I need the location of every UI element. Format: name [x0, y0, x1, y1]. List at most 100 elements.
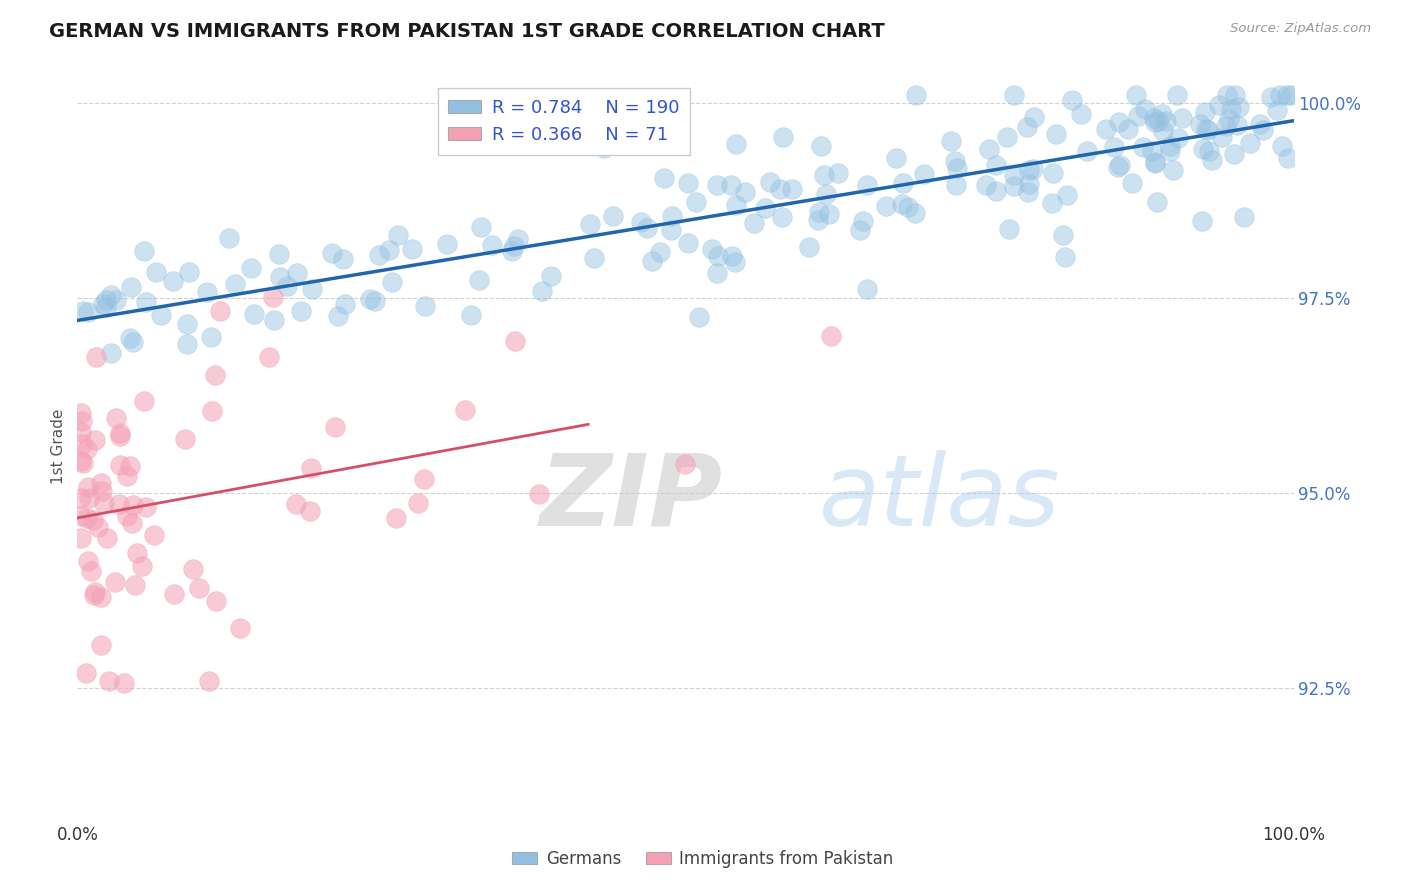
Point: [121, 516, 143, 530]
Text: Source: ZipAtlas.com: Source: ZipAtlas.com: [1230, 22, 1371, 36]
Point: [70, 414, 93, 428]
Point: [332, 252, 354, 267]
Point: [200, 330, 222, 344]
Point: [977, 142, 1000, 156]
Point: [134, 244, 156, 258]
Point: [1222, 147, 1244, 161]
Point: [1056, 188, 1078, 202]
Point: [91, 297, 114, 311]
Point: [1218, 112, 1240, 126]
Point: [1002, 87, 1025, 102]
Point: [1143, 156, 1166, 170]
Point: [1108, 114, 1130, 128]
Point: [529, 487, 551, 501]
Point: [1277, 151, 1299, 165]
Point: [467, 272, 489, 286]
Point: [82, 513, 104, 527]
Point: [1191, 142, 1213, 156]
Point: [108, 497, 131, 511]
Point: [1045, 127, 1067, 141]
Point: [72, 437, 94, 451]
Point: [384, 511, 406, 525]
Point: [176, 337, 198, 351]
Point: [1279, 87, 1302, 102]
Point: [83, 588, 105, 602]
Point: [218, 230, 240, 244]
Point: [1249, 117, 1271, 131]
Point: [174, 433, 197, 447]
Point: [1002, 178, 1025, 193]
Point: [1253, 122, 1275, 136]
Point: [269, 269, 291, 284]
Point: [856, 178, 879, 193]
Point: [224, 277, 246, 291]
Point: [1040, 196, 1063, 211]
Point: [807, 213, 830, 227]
Point: [93, 495, 115, 509]
Point: [754, 201, 776, 215]
Point: [1159, 138, 1181, 153]
Point: [1275, 87, 1298, 102]
Point: [104, 410, 127, 425]
Point: [72, 304, 94, 318]
Point: [368, 247, 391, 261]
Point: [1121, 176, 1143, 190]
Point: [205, 594, 228, 608]
Point: [76, 442, 98, 457]
Point: [108, 429, 131, 443]
Point: [90, 638, 112, 652]
Point: [75, 665, 97, 680]
Point: [720, 178, 742, 192]
Point: [197, 673, 219, 688]
Point: [121, 335, 143, 350]
Point: [460, 308, 482, 322]
Text: ZIP: ZIP: [540, 450, 723, 547]
Point: [76, 510, 98, 524]
Point: [1147, 114, 1170, 128]
Point: [1018, 163, 1040, 178]
Point: [676, 236, 699, 251]
Point: [1002, 168, 1025, 182]
Point: [1070, 107, 1092, 121]
Point: [725, 198, 748, 212]
Point: [1154, 114, 1177, 128]
Point: [131, 559, 153, 574]
Point: [503, 334, 526, 348]
Text: GERMAN VS IMMIGRANTS FROM PAKISTAN 1ST GRADE CORRELATION CHART: GERMAN VS IMMIGRANTS FROM PAKISTAN 1ST G…: [49, 22, 884, 41]
Point: [124, 578, 146, 592]
Point: [80, 564, 103, 578]
Point: [1126, 109, 1149, 123]
Point: [243, 307, 266, 321]
Point: [1159, 144, 1181, 158]
Point: [70, 454, 93, 468]
Point: [287, 266, 309, 280]
Point: [103, 574, 125, 589]
Point: [578, 217, 600, 231]
Point: [1076, 144, 1098, 158]
Point: [201, 404, 224, 418]
Point: [1150, 106, 1173, 120]
Point: [702, 242, 724, 256]
Point: [1144, 155, 1167, 169]
Point: [359, 292, 381, 306]
Point: [648, 244, 671, 259]
Point: [856, 282, 879, 296]
Point: [1223, 87, 1246, 102]
Point: [945, 178, 967, 192]
Point: [1260, 90, 1282, 104]
Point: [946, 161, 969, 175]
Point: [827, 166, 849, 180]
Point: [891, 176, 914, 190]
Point: [1142, 145, 1164, 159]
Point: [177, 265, 200, 279]
Point: [105, 293, 128, 307]
Point: [707, 249, 730, 263]
Point: [115, 469, 138, 483]
Point: [195, 285, 218, 300]
Point: [70, 406, 93, 420]
Point: [780, 182, 803, 196]
Point: [290, 303, 312, 318]
Point: [299, 461, 322, 475]
Point: [1116, 121, 1139, 136]
Point: [1017, 185, 1039, 199]
